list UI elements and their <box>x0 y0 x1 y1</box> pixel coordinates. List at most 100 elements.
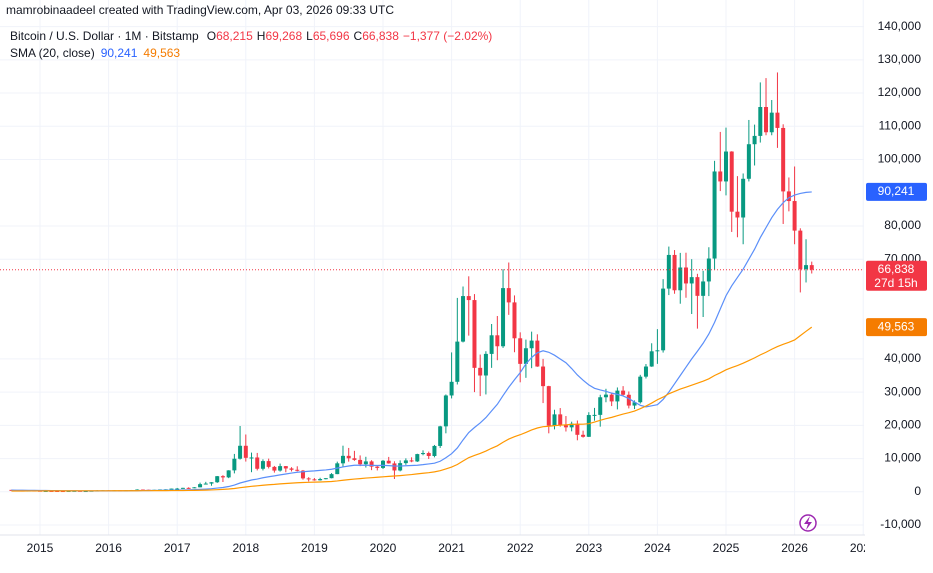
candle-body <box>558 414 563 426</box>
x-tick-label: 2015 <box>27 541 54 555</box>
candle-body <box>541 366 546 387</box>
ohlc-key: L <box>306 29 313 43</box>
x-tick-label: 2021 <box>438 541 465 555</box>
plot-area <box>0 72 864 493</box>
x-tick-label: 2020 <box>370 541 397 555</box>
x-tick-label: 2025 <box>713 541 740 555</box>
countdown-label: 27d 15h <box>874 276 917 290</box>
candle-body <box>449 381 454 396</box>
ohlc-value: 65,696 <box>313 29 350 43</box>
indicator-value: 49,563 <box>143 46 180 60</box>
candle-body <box>718 171 723 182</box>
indicator-legend: SMA (20, close) 90,241 49,563 <box>10 46 180 60</box>
candle-body <box>621 390 626 395</box>
candle-body <box>478 367 483 376</box>
candle-body <box>266 461 271 467</box>
candle-body <box>426 453 431 456</box>
candle-body <box>243 445 248 458</box>
candle-body <box>300 470 305 479</box>
candle-body <box>346 455 351 459</box>
candle-body <box>581 434 586 437</box>
x-tick-label: 2022 <box>507 541 534 555</box>
candle-body <box>501 288 506 347</box>
lightning-icon <box>799 514 817 532</box>
candle-body <box>432 445 437 456</box>
candle-body <box>455 341 460 382</box>
candle-body <box>329 474 334 479</box>
y-tick-label: 30,000 <box>884 384 921 398</box>
sma-tag <box>866 318 927 337</box>
candle-body <box>175 488 180 490</box>
candle-body <box>352 458 357 460</box>
y-tick-label: 100,000 <box>878 152 922 166</box>
candle-body <box>421 453 426 455</box>
candle-body <box>523 348 528 364</box>
candle-body <box>386 460 391 464</box>
candle-body <box>518 338 523 364</box>
y-tick-label: 10,000 <box>884 451 921 465</box>
candle-body <box>592 414 597 416</box>
candle-body <box>209 482 214 484</box>
ohlc-value: 66,838 <box>362 29 399 43</box>
x-tick-label: 2023 <box>575 541 602 555</box>
candle-body <box>260 461 265 469</box>
candle-body <box>603 394 608 398</box>
candle-body <box>701 281 706 296</box>
candle-body <box>323 478 328 480</box>
candle-body <box>506 288 511 303</box>
candle-body <box>609 394 614 402</box>
candle-body <box>363 461 368 465</box>
y-tick-label: 80,000 <box>884 218 921 232</box>
indicator-name: SMA (20, close) <box>10 46 95 60</box>
candle-body <box>9 489 14 491</box>
candle-body <box>238 445 243 459</box>
y-tick-label: 20,000 <box>884 418 921 432</box>
candle-body <box>552 414 557 426</box>
candle-body <box>689 277 694 284</box>
candle-body <box>569 423 574 428</box>
candle-body <box>586 415 591 437</box>
candle-body <box>278 466 283 471</box>
y-tick-label: 120,000 <box>878 85 922 99</box>
candle-body <box>472 300 477 368</box>
x-tick-label: 2017 <box>164 541 191 555</box>
candle-body <box>752 135 757 145</box>
candle-body <box>672 254 677 291</box>
candle-body <box>461 296 466 342</box>
candle-body <box>758 107 763 136</box>
candle-body <box>649 351 654 367</box>
candle-body <box>638 376 643 403</box>
candle-body <box>483 353 488 376</box>
candle-body <box>643 366 648 377</box>
x-tick-label: 2018 <box>232 541 259 555</box>
candle-body <box>232 458 237 471</box>
candle-body <box>809 265 814 270</box>
y-tick-label: 110,000 <box>879 118 922 132</box>
candle-body <box>226 470 231 478</box>
candle-body <box>792 201 797 231</box>
candle-body <box>369 461 374 467</box>
candle-body <box>340 455 345 464</box>
candle-body <box>695 277 700 296</box>
candle-body <box>724 151 728 182</box>
x-tick-label: 2024 <box>644 541 671 555</box>
candle-body <box>438 426 443 446</box>
candle-body <box>220 476 225 478</box>
candle-body <box>192 487 197 489</box>
candle-body <box>289 468 294 470</box>
candle-body <box>729 151 734 212</box>
candle-body <box>775 112 780 128</box>
candle-body <box>678 267 683 291</box>
change-value: −1,377 (−2.02%) <box>403 29 492 43</box>
candle-body <box>546 386 551 426</box>
x-tick-label: 2019 <box>301 541 328 555</box>
candle-body <box>781 127 786 192</box>
candle-body <box>626 394 631 406</box>
candle-body <box>375 466 380 468</box>
candle-body <box>512 302 517 339</box>
ohlc-key: H <box>257 29 266 43</box>
candle-body <box>655 350 660 352</box>
candle-body <box>249 457 254 459</box>
